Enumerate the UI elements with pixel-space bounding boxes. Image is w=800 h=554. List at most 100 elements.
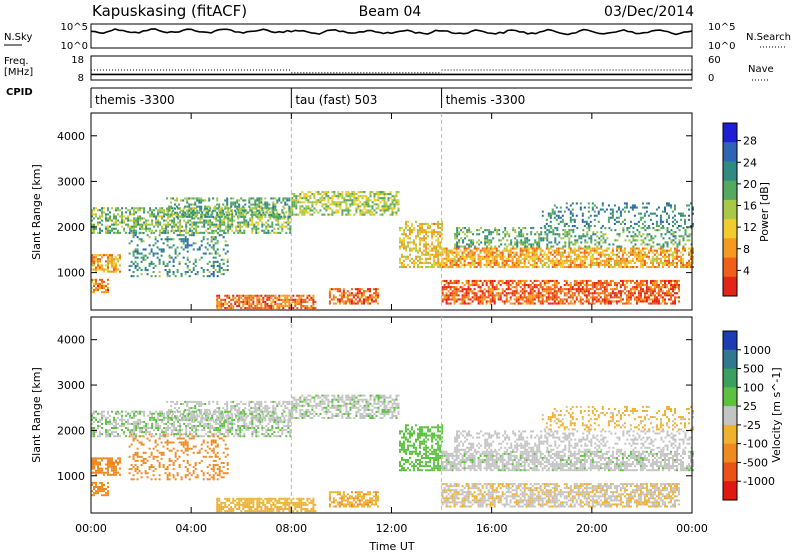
power-cell-1525 — [256, 300, 259, 303]
power-cell-3855 — [571, 302, 574, 305]
power-cell-3923 — [587, 292, 590, 295]
power-cell-3894 — [581, 302, 584, 305]
power-cell-3414 — [457, 279, 460, 282]
power-cell-4954 — [676, 220, 678, 223]
power-cell-1471 — [236, 298, 239, 301]
power-cell-4818 — [589, 214, 592, 217]
power-cell-2243 — [409, 247, 411, 250]
power-cell-137 — [131, 213, 134, 216]
power-cell-241 — [161, 231, 164, 234]
power-cell-2393 — [433, 229, 436, 232]
power-cell-3395 — [453, 290, 456, 293]
power-cell-4680 — [658, 229, 661, 232]
power-cell-3954 — [595, 296, 598, 299]
power-cell-3956 — [595, 288, 598, 291]
power-cell-1140 — [134, 250, 137, 253]
power-cell-1993 — [383, 211, 386, 214]
power-cell-4767 — [559, 216, 562, 219]
power-cell-2931 — [571, 249, 574, 252]
power-cell-181 — [141, 207, 144, 210]
power-cell-4315 — [458, 231, 461, 234]
power-cell-2128 — [358, 298, 361, 301]
power-cell-3721 — [537, 292, 540, 295]
power-cell-3447 — [467, 294, 470, 297]
power-cell-1034 — [107, 266, 109, 269]
power-cell-2589 — [477, 253, 480, 256]
power-cell-2199 — [401, 241, 403, 244]
power-cell-1665 — [312, 300, 315, 303]
power-cell-3123 — [627, 261, 630, 264]
power-cell-1973 — [377, 203, 380, 206]
power-cell-2461 — [443, 266, 446, 269]
power-cell-3504 — [481, 292, 484, 295]
power-cell-2643 — [491, 251, 494, 254]
power-cell-1097 — [99, 284, 101, 287]
power-cell-2202 — [401, 227, 403, 230]
power-cell-2877 — [557, 261, 560, 264]
power-cell-2417 — [437, 243, 440, 246]
power-cell-3036 — [601, 253, 604, 256]
power-cell-4542 — [570, 241, 573, 244]
power-cell-69 — [109, 211, 111, 214]
power-cell-1869 — [347, 193, 350, 196]
power-cell-1331 — [200, 266, 203, 269]
power-cell-3779 — [551, 296, 554, 299]
power-cell-3182 — [643, 259, 646, 262]
power-cell-398 — [205, 221, 208, 224]
power-cell-2760 — [523, 253, 526, 256]
power-cell-817 — [216, 211, 219, 214]
power-cell-2484 — [447, 249, 450, 252]
power-cell-3461 — [471, 296, 474, 299]
power-cell-3873 — [575, 288, 578, 291]
power-cell-2621 — [487, 259, 490, 262]
power-cell-2828 — [541, 249, 544, 252]
power-cell-2809 — [535, 249, 538, 252]
power-cell-3471 — [473, 288, 476, 291]
power-cell-4199 — [655, 302, 658, 305]
power-cell-3119 — [625, 259, 628, 262]
power-cell-3115 — [623, 247, 626, 250]
power-cell-2299 — [419, 239, 421, 242]
power-cell-1159 — [140, 260, 143, 263]
power-cell-3665 — [523, 282, 526, 285]
power-cell-217 — [153, 209, 156, 212]
power-cell-2892 — [561, 266, 564, 269]
power-cell-3239 — [661, 251, 664, 254]
power-cell-944 — [272, 211, 275, 214]
power-cell-3162 — [639, 266, 642, 269]
power-cell-492 — [229, 225, 232, 228]
power-cell-2115 — [354, 302, 357, 305]
power-cell-156 — [135, 219, 138, 222]
power-cell-3137 — [631, 253, 634, 256]
power-cell-3913 — [585, 290, 588, 293]
power-cell-413 — [209, 227, 212, 230]
power-cell-109 — [121, 207, 123, 210]
power-cell-956 — [276, 215, 279, 218]
power-cell-1545 — [264, 305, 267, 308]
power-cell-978 — [288, 213, 291, 216]
power-cell-2754 — [523, 266, 526, 269]
power-cell-1292 — [184, 236, 187, 239]
power-cell-609 — [261, 217, 264, 220]
power-cell-3539 — [491, 300, 494, 303]
power-cell-4933 — [666, 218, 668, 221]
power-cell-4887 — [635, 206, 638, 209]
power-cell-3888 — [579, 296, 582, 299]
power-cell-2719 — [513, 263, 516, 266]
power-cell-719 — [174, 203, 177, 206]
power-cell-1193 — [152, 262, 155, 265]
power-cell-3650 — [521, 298, 524, 301]
power-cell-1345 — [206, 262, 209, 265]
power-cell-3520 — [485, 279, 488, 282]
power-cell-1357 — [210, 252, 213, 255]
power-cell-2967 — [581, 255, 584, 258]
power-cell-2903 — [563, 255, 566, 258]
power-cell-1127 — [130, 230, 133, 233]
power-cell-1863 — [347, 213, 350, 216]
power-cell-645 — [273, 231, 276, 234]
power-cell-1157 — [140, 273, 143, 276]
power-cell-3732 — [539, 284, 542, 287]
power-cell-3117 — [625, 263, 628, 266]
power-cell-420 — [209, 207, 212, 210]
power-cell-3214 — [653, 249, 656, 252]
